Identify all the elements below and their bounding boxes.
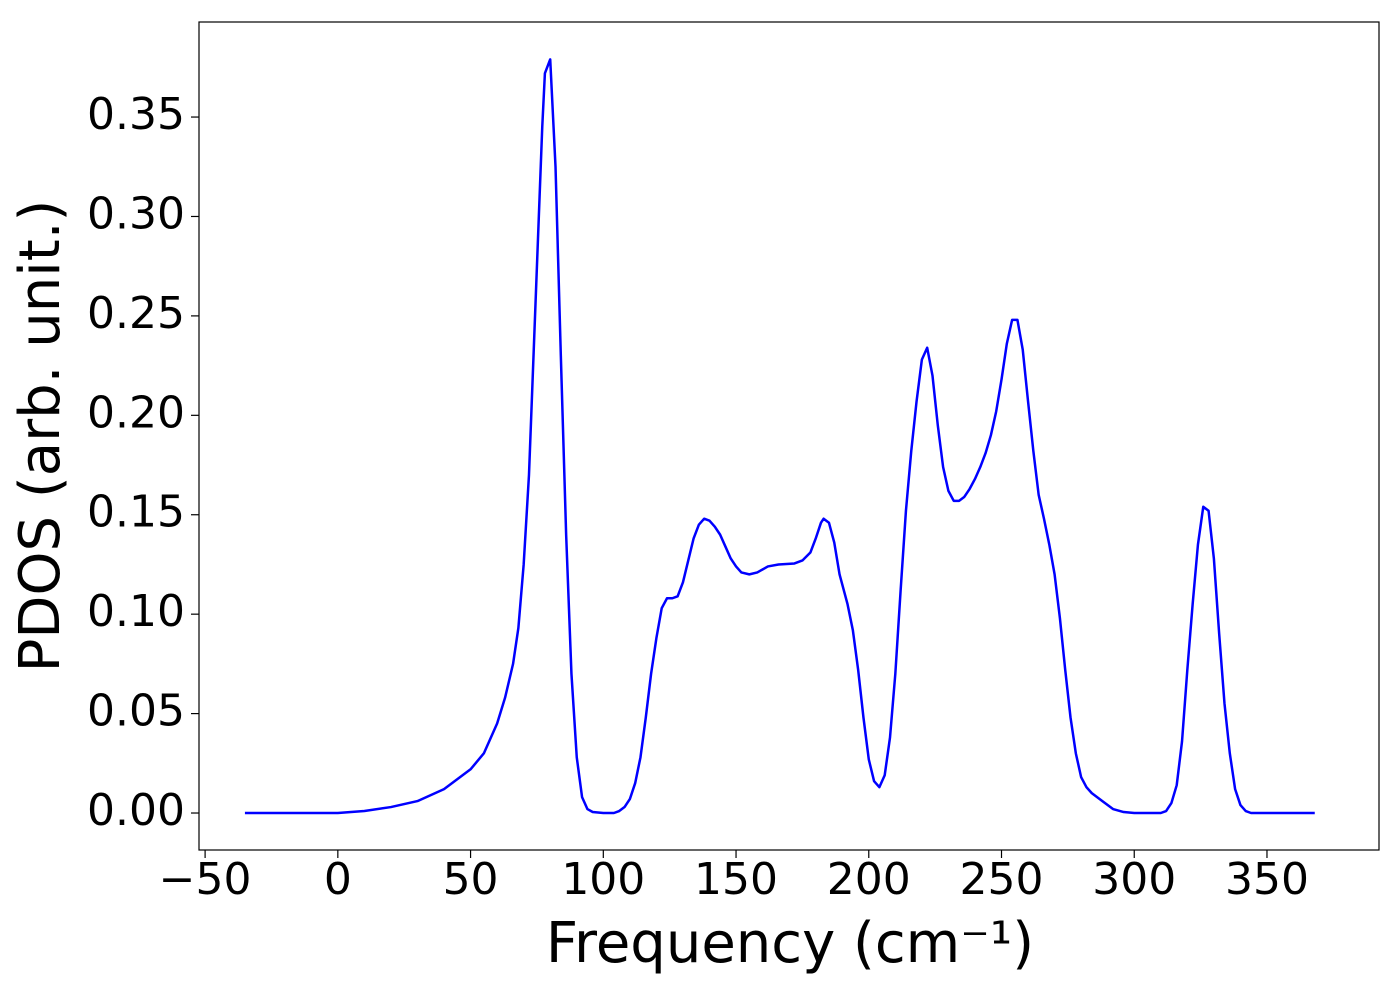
x-tick-label: 0 — [324, 854, 352, 905]
x-tick-label: 50 — [443, 854, 499, 905]
y-tick-label: 0.00 — [87, 785, 185, 836]
y-tick-label: 0.10 — [87, 586, 185, 637]
x-tick-label: 350 — [1225, 854, 1309, 905]
y-tick-label: 0.25 — [87, 288, 185, 339]
plot-frame — [198, 21, 1380, 851]
y-tick-label: 0.15 — [87, 487, 185, 538]
x-tick-label: 300 — [1092, 854, 1176, 905]
y-tick-label: 0.05 — [87, 686, 185, 737]
y-tick-label: 0.20 — [87, 387, 185, 438]
y-axis-label: PDOS (arb. unit.) — [8, 200, 73, 673]
x-tick-label: 150 — [694, 854, 778, 905]
x-tick-label: −50 — [159, 854, 252, 905]
x-tick-label: 100 — [561, 854, 645, 905]
x-tick-label: 250 — [960, 854, 1044, 905]
x-tick-label: 200 — [827, 854, 911, 905]
x-axis-label: Frequency (cm⁻¹) — [546, 911, 1034, 976]
data-line — [244, 58, 1315, 815]
y-tick-label: 0.30 — [87, 188, 185, 239]
y-tick-label: 0.35 — [87, 89, 185, 140]
